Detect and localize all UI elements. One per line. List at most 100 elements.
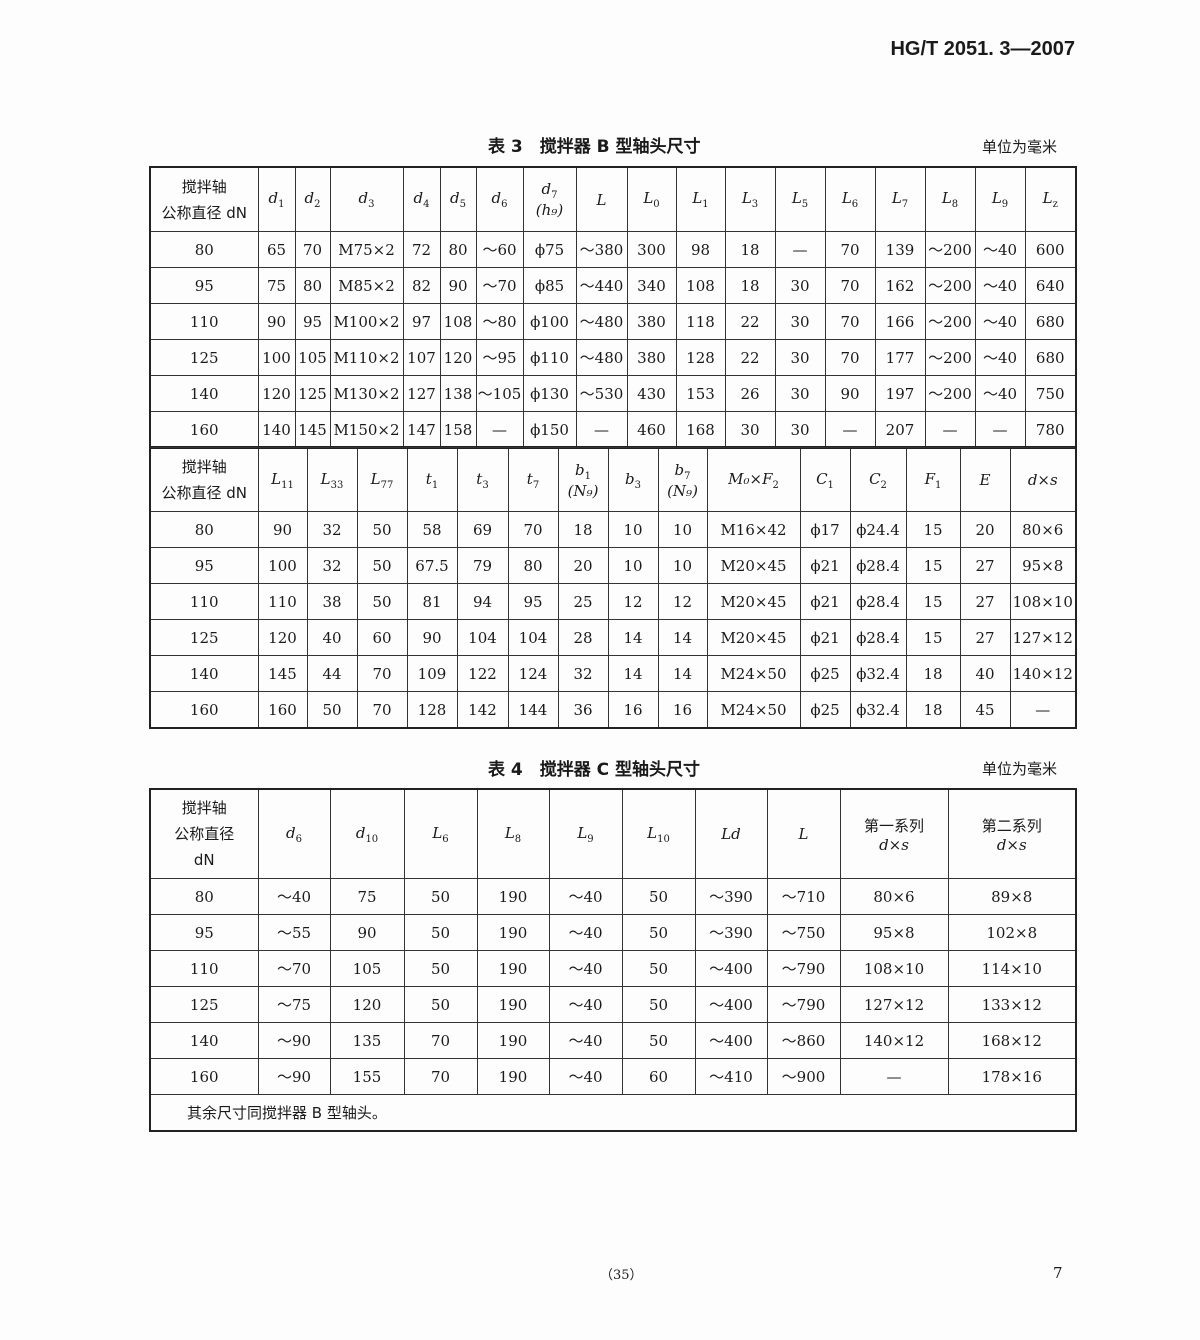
header-subscript: 2 xyxy=(314,199,321,210)
value-cell: — xyxy=(1009,691,1077,729)
value-cell: 14 xyxy=(657,619,708,656)
value-cell: ～200 xyxy=(924,303,976,340)
value-cell: 70 xyxy=(824,303,876,340)
value-cell: ～40 xyxy=(974,303,1026,340)
header-subscript: 8 xyxy=(951,199,959,210)
value-cell: M16×42 xyxy=(706,511,801,548)
table-row: 160 160 50 70 128 142 144 36 16 16 M24×50 ϕ25 ϕ32.4 1… xyxy=(149,691,1077,729)
value-cell: 100 xyxy=(257,339,296,376)
value-cell: ϕ32.4 xyxy=(849,655,907,692)
value-cell: 135 xyxy=(329,1022,405,1059)
label-line: dN xyxy=(193,851,215,869)
header-subscript: 1 xyxy=(584,470,591,482)
header-row: 搅拌轴 公称直径 dN d6 d10 L6 L8 L9 L10 Ld L 第一系列 d×s 第二系列 d×s xyxy=(149,788,1077,879)
value-cell: M20×45 xyxy=(706,547,801,584)
table-row: 110 ～70 105 50 190 ～40 50 ～400 ～790 108×10 114×10 xyxy=(149,950,1077,987)
value-cell: 50 xyxy=(403,914,478,951)
nominal-diameter-cell: 95 xyxy=(149,547,259,584)
header-symbol: L xyxy=(577,823,588,842)
column-header: L6 xyxy=(403,788,478,879)
label-line: 搅拌轴 xyxy=(181,177,227,196)
value-cell: 80 xyxy=(507,547,559,584)
value-cell: 36 xyxy=(557,691,609,729)
value-cell: 70 xyxy=(403,1022,478,1059)
value-cell: M20×45 xyxy=(706,619,801,656)
value-cell: 18 xyxy=(724,267,776,304)
header-symbol: d xyxy=(541,180,552,198)
value-cell: 380 xyxy=(626,339,677,376)
value-cell: 95 xyxy=(507,583,559,620)
value-cell: 190 xyxy=(476,986,550,1023)
value-cell: 120 xyxy=(257,619,308,656)
value-cell: 166 xyxy=(874,303,926,340)
nominal-diameter-cell: 80 xyxy=(149,878,259,915)
header-subscript: 6 xyxy=(501,199,508,210)
header-symbol: d xyxy=(358,189,369,207)
column-header: E xyxy=(959,447,1011,512)
value-cell: ～410 xyxy=(694,1058,768,1095)
value-cell: ～860 xyxy=(766,1022,841,1059)
value-cell: ～900 xyxy=(766,1058,841,1095)
value-cell: ϕ75 xyxy=(522,231,577,268)
table3-title: 表 3 搅拌器 B 型轴头尺寸 xyxy=(488,137,701,157)
value-cell: M20×45 xyxy=(706,583,801,620)
value-cell: 127×12 xyxy=(1009,619,1077,656)
column-header: L33 xyxy=(306,447,358,512)
value-cell: 128 xyxy=(675,339,726,376)
value-cell: 70 xyxy=(294,231,331,268)
column-header-series: 第二系列 xyxy=(981,816,1042,835)
header-symbol: d×s xyxy=(879,835,909,854)
value-cell: 94 xyxy=(456,583,509,620)
value-cell: 70 xyxy=(356,655,408,692)
label-line: 公称直径 xyxy=(174,825,235,843)
value-cell: 95 xyxy=(294,303,331,340)
value-cell: 97 xyxy=(402,303,441,340)
value-cell: ～40 xyxy=(257,878,331,915)
header-symbol: d xyxy=(355,823,366,842)
value-cell: 95×8 xyxy=(839,914,949,951)
column-header: L8 xyxy=(476,788,550,879)
row-header-label: 搅拌轴 公称直径 dN xyxy=(149,788,259,879)
label-line: 搅拌轴 xyxy=(181,458,227,476)
value-cell: 16 xyxy=(607,691,659,729)
value-cell: M110×2 xyxy=(329,339,404,376)
value-cell: ～40 xyxy=(548,986,623,1023)
value-cell: M85×2 xyxy=(329,267,404,304)
value-cell: 81 xyxy=(406,583,458,620)
header-subscript: 7 xyxy=(551,190,558,201)
table3: 搅拌轴 公称直径 dN d1 d2 d3 d4 d5 d6 d7 (h₉) L L0 L1 L3 L5 L6 L… xyxy=(149,166,1077,448)
header-tolerance: (N₉) xyxy=(567,481,599,500)
header-subscript: 6 xyxy=(442,833,449,845)
header-subscript: 1 xyxy=(827,479,834,491)
value-cell: 110 xyxy=(257,583,308,620)
value-cell: 140×12 xyxy=(1009,655,1077,692)
column-header: L9 xyxy=(548,788,623,879)
header-subscript: 2 xyxy=(772,479,779,491)
value-cell: 89×8 xyxy=(947,878,1077,915)
header-subscript: 9 xyxy=(1001,199,1009,210)
page-number: 7 xyxy=(1053,1264,1063,1282)
column-header: d2 xyxy=(294,166,331,232)
column-header: b7 (N₉) xyxy=(657,447,708,512)
value-cell: 100 xyxy=(257,547,308,584)
header-symbol: L xyxy=(991,189,1002,207)
value-cell: 190 xyxy=(476,914,550,951)
value-cell: ～80 xyxy=(475,303,524,340)
nominal-diameter-cell: 125 xyxy=(149,339,259,376)
value-cell: 139 xyxy=(874,231,926,268)
value-cell: 50 xyxy=(621,986,696,1023)
table-row: 80 65 70 M75×2 72 80 ～60 ϕ75 ～380 300 98 18—70 139 ～2… xyxy=(149,231,1077,268)
value-cell: 640 xyxy=(1024,267,1077,304)
header-symbol: L xyxy=(504,823,515,842)
value-cell: 80×6 xyxy=(839,878,949,915)
value-cell: ～440 xyxy=(575,267,628,304)
column-header: C1 xyxy=(799,447,851,512)
value-cell: 44 xyxy=(306,655,358,692)
value-cell: 80×6 xyxy=(1009,511,1077,548)
column-header: 第一系列 d×s xyxy=(839,788,949,879)
value-cell: — xyxy=(974,411,1026,448)
value-cell: 50 xyxy=(621,950,696,987)
column-header: b1 (N₉) xyxy=(557,447,609,512)
value-cell: 75 xyxy=(329,878,405,915)
header-subscript: 0 xyxy=(653,199,660,210)
